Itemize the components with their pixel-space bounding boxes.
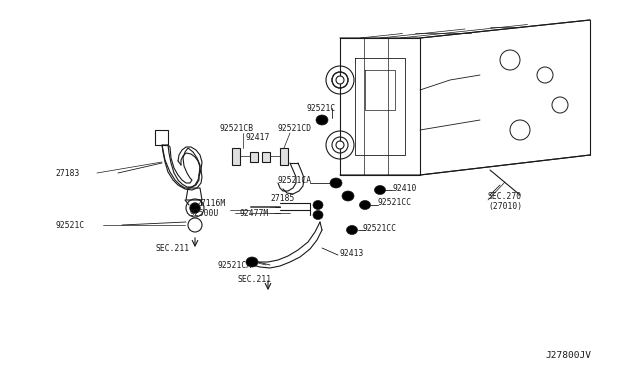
Text: 92521C: 92521C xyxy=(307,103,336,112)
Text: 27185: 27185 xyxy=(270,193,294,202)
Text: 92521CB: 92521CB xyxy=(220,124,254,132)
Text: 27183: 27183 xyxy=(55,169,79,177)
Ellipse shape xyxy=(246,257,258,267)
Text: 92413: 92413 xyxy=(340,248,364,257)
Text: J27800JV: J27800JV xyxy=(545,350,591,359)
Text: 92521CC: 92521CC xyxy=(363,224,397,232)
Text: SEC.211: SEC.211 xyxy=(155,244,189,253)
Text: SEC.270: SEC.270 xyxy=(488,192,522,201)
Text: 92417: 92417 xyxy=(245,132,269,141)
Text: SEC.211: SEC.211 xyxy=(238,276,272,285)
Ellipse shape xyxy=(316,115,328,125)
Polygon shape xyxy=(280,148,288,165)
Ellipse shape xyxy=(342,191,354,201)
Text: 92521CA: 92521CA xyxy=(218,260,252,269)
Text: 92410: 92410 xyxy=(393,183,417,192)
Ellipse shape xyxy=(313,201,323,209)
Text: 92521CA: 92521CA xyxy=(278,176,312,185)
Circle shape xyxy=(336,141,344,149)
Ellipse shape xyxy=(360,201,371,209)
Text: 92521CC: 92521CC xyxy=(378,198,412,206)
Text: 92477M: 92477M xyxy=(240,208,269,218)
Ellipse shape xyxy=(374,186,385,195)
Polygon shape xyxy=(262,152,270,162)
Text: 92521CD: 92521CD xyxy=(278,124,312,132)
Circle shape xyxy=(336,76,344,84)
Text: 92500U: 92500U xyxy=(190,208,220,218)
Ellipse shape xyxy=(346,225,358,234)
Polygon shape xyxy=(232,148,240,165)
Ellipse shape xyxy=(190,203,200,213)
Polygon shape xyxy=(250,152,258,162)
Text: 27116M: 27116M xyxy=(196,199,225,208)
Ellipse shape xyxy=(330,178,342,188)
Ellipse shape xyxy=(313,211,323,219)
Text: 92521C: 92521C xyxy=(55,221,84,230)
Text: (27010): (27010) xyxy=(488,202,522,211)
